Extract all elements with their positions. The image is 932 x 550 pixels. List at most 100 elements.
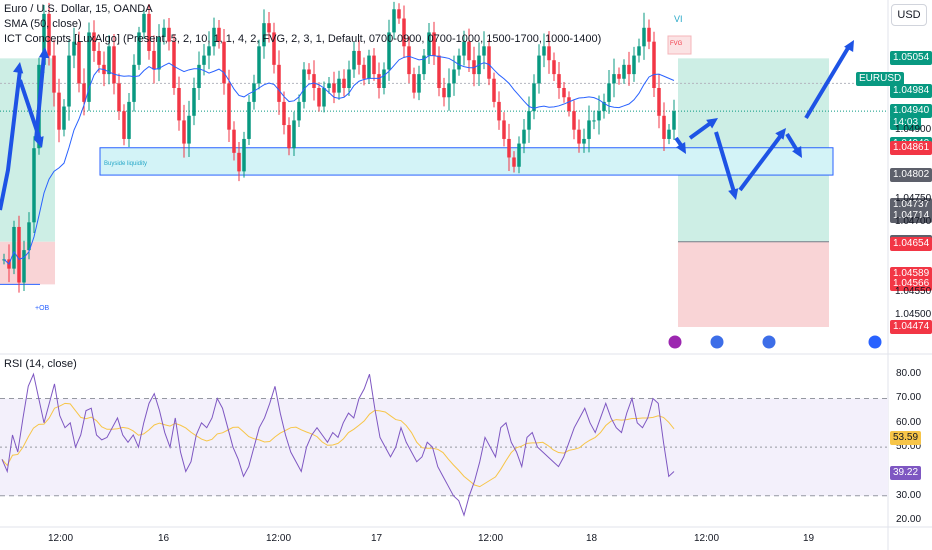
candle [117, 83, 121, 112]
ict-legend[interactable]: ICT Concepts [LuxAlgo] (Present, 5, 2, 1… [4, 33, 602, 45]
candle [32, 148, 36, 223]
candle [552, 60, 556, 75]
price-label[interactable]: 1.04737 [890, 198, 932, 213]
candle [592, 120, 596, 122]
price-label[interactable]: 1.04802 [890, 168, 932, 183]
candle [147, 13, 151, 51]
currency-selector[interactable]: USD [891, 4, 927, 26]
time-label[interactable]: 12:00 [266, 533, 292, 544]
left-arrow-up [0, 69, 22, 211]
price-label[interactable]: 1.04940 [890, 104, 932, 119]
candle [162, 27, 166, 38]
candle [262, 23, 266, 47]
candle [587, 120, 591, 139]
candle [367, 55, 371, 79]
candle [462, 41, 466, 56]
candle [422, 55, 426, 75]
price-label[interactable]: 1.04566 [890, 277, 932, 292]
candle [467, 41, 471, 61]
rsi-current-label[interactable]: 39.22 [890, 466, 922, 481]
candle [97, 50, 101, 65]
left-arrow-head-up-2 [38, 47, 50, 59]
price-label[interactable]: 1.04861 [890, 140, 932, 155]
candle [497, 101, 501, 121]
drawing-overlays[interactable] [0, 40, 883, 350]
candle [267, 23, 271, 33]
candle [77, 41, 81, 84]
buyside-liquidity-zone [99, 147, 834, 176]
candle [347, 69, 351, 88]
sma-line [3, 55, 675, 265]
candle [327, 83, 331, 88]
arrow-head-up-2 [775, 128, 786, 140]
price-label[interactable]: 14:03 [890, 115, 922, 130]
price-label[interactable]: 1.04714 [890, 208, 932, 223]
time-label[interactable]: 19 [803, 533, 815, 544]
candle [557, 74, 561, 88]
candle [362, 64, 366, 79]
arrow-head-up-3 [844, 40, 854, 52]
liquidity-label: Buyside liquidity [104, 161, 148, 167]
candle [427, 32, 431, 56]
candle [322, 88, 326, 107]
candle [442, 88, 446, 98]
candle [142, 13, 146, 33]
candle [372, 55, 376, 75]
time-label[interactable]: 17 [371, 533, 383, 544]
price-tick: 1.04900 [895, 123, 932, 135]
candle [387, 32, 391, 70]
time-label[interactable]: 12:00 [478, 533, 504, 544]
candle [297, 101, 301, 121]
event-icon-flag-us-2 [761, 334, 777, 350]
rsi-current-label[interactable]: 53.59 [890, 431, 922, 446]
fvg-box [667, 35, 692, 55]
candle [657, 88, 661, 116]
candle [412, 74, 416, 93]
candle [597, 111, 601, 121]
arrow-head-down-3 [792, 146, 802, 158]
candle [12, 226, 16, 269]
candle [402, 18, 406, 47]
price-label[interactable]: 1.05054 [890, 51, 932, 66]
price-label[interactable]: 1.04589 [890, 266, 932, 281]
candle [22, 250, 26, 283]
time-label[interactable]: 16 [158, 533, 170, 544]
order-block-label: +OB [35, 305, 50, 312]
time-label[interactable]: 18 [586, 533, 598, 544]
candle [492, 78, 496, 102]
candle [632, 55, 636, 75]
candle [312, 74, 316, 88]
rsi-band [0, 398, 888, 496]
candle [527, 111, 531, 130]
candle [232, 129, 236, 153]
candle [192, 88, 196, 116]
candle [547, 46, 551, 61]
candle [457, 55, 461, 70]
time-label[interactable]: 12:00 [48, 533, 74, 544]
candle [202, 55, 206, 65]
arrow-head-down-1 [676, 142, 686, 154]
arrow-up-3 [804, 46, 850, 120]
sma-legend[interactable]: SMA (50, close) [4, 18, 82, 30]
candle [257, 46, 261, 84]
candle [612, 74, 616, 84]
rsi-tick: 30.00 [896, 489, 922, 501]
candle [177, 88, 181, 121]
rsi-pane[interactable] [0, 372, 888, 517]
time-label[interactable]: 12:00 [694, 533, 720, 544]
price-label[interactable]: 1.04474 [890, 319, 932, 334]
price-label[interactable]: 1.04654 [890, 236, 932, 251]
candle [237, 152, 241, 172]
candle [127, 101, 131, 139]
arrow-up-2 [738, 132, 784, 192]
price-label[interactable]: 1.04984 [890, 83, 932, 98]
rsi-legend[interactable]: RSI (14, close) [4, 358, 77, 370]
candle [242, 138, 246, 172]
candle [287, 125, 291, 149]
candle [377, 74, 381, 88]
candle [82, 83, 86, 102]
candle [627, 64, 631, 75]
candle [277, 64, 281, 102]
